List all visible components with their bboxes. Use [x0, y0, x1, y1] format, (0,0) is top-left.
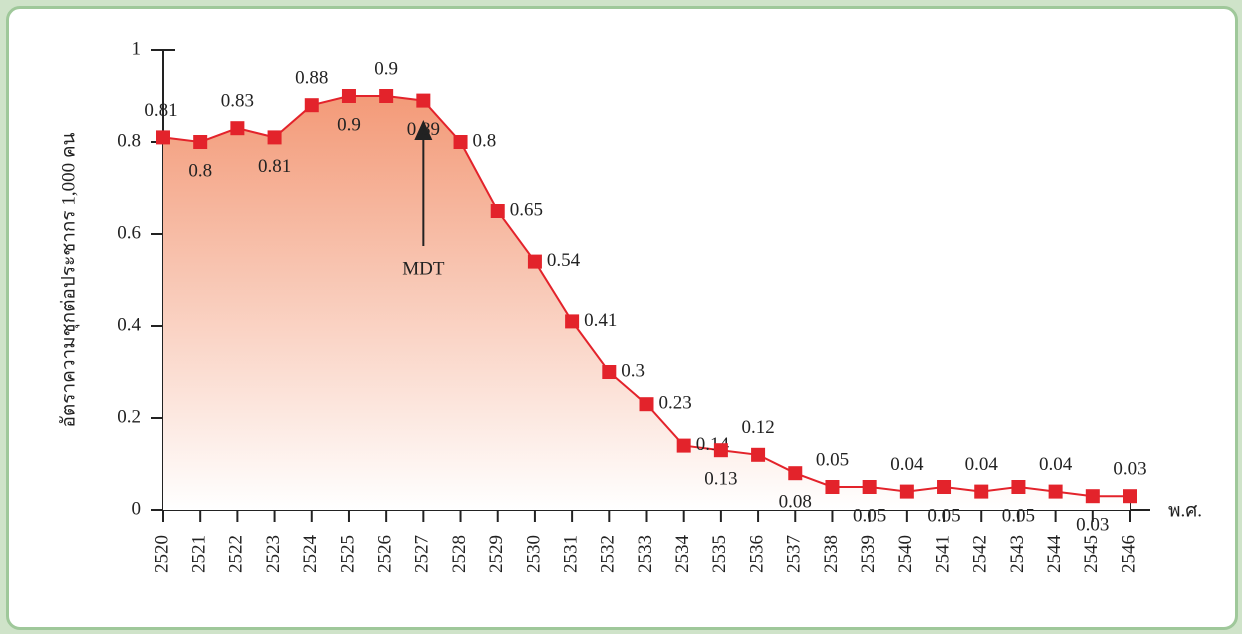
marker — [193, 135, 208, 149]
value-label: 0.12 — [741, 417, 774, 438]
x-tick-label: 2536 — [746, 535, 767, 573]
x-tick-label: 2531 — [560, 535, 581, 573]
marker — [416, 93, 431, 108]
value-label: 0.83 — [221, 91, 254, 112]
area — [163, 96, 1130, 510]
value-label: 0.81 — [144, 100, 177, 121]
x-tick-label: 2525 — [337, 535, 358, 573]
marker — [267, 130, 282, 145]
marker — [639, 397, 654, 412]
marker — [899, 484, 914, 499]
x-tick-label: 2534 — [672, 535, 693, 574]
value-label: 0.9 — [337, 114, 361, 135]
marker — [379, 89, 394, 103]
x-tick-label: 2543 — [1007, 535, 1028, 573]
marker — [676, 438, 691, 453]
x-tick-label: 2542 — [970, 535, 991, 573]
x-tick-label: 2524 — [300, 535, 321, 574]
marker — [713, 443, 728, 458]
marker — [825, 480, 840, 494]
marker — [937, 480, 952, 494]
value-label: 0.03 — [1113, 459, 1146, 480]
x-tick-label: 2523 — [263, 535, 284, 573]
value-label: 0.05 — [853, 505, 886, 526]
marker — [974, 484, 989, 499]
x-tick-label: 2529 — [486, 535, 507, 573]
x-tick-label: 2532 — [598, 535, 619, 573]
x-tick-label: 2526 — [375, 535, 396, 573]
y-tick-label: 0.2 — [117, 406, 141, 427]
y-tick-label: 0.4 — [117, 314, 141, 335]
marker — [304, 98, 319, 113]
value-label: 0.3 — [621, 360, 645, 381]
x-tick-label: 2545 — [1081, 535, 1102, 573]
x-tick-label: 2535 — [709, 535, 730, 573]
y-tick-label: 0 — [132, 498, 142, 519]
marker — [862, 480, 877, 494]
x-tick-label: 2533 — [635, 535, 656, 573]
x-tick-label: 2521 — [189, 535, 210, 573]
marker — [1048, 484, 1063, 499]
x-tick-label: 2527 — [412, 535, 433, 573]
marker — [565, 314, 580, 329]
value-label: 0.81 — [258, 156, 291, 177]
value-label: 0.8 — [473, 130, 497, 151]
annotation: MDT — [402, 258, 445, 279]
x-tick-label: 2520 — [151, 535, 172, 573]
value-label: 0.89 — [407, 119, 440, 140]
marker — [453, 135, 468, 149]
value-label: 0.05 — [1002, 505, 1035, 526]
value-label: 0.04 — [1039, 454, 1073, 475]
value-label: 0.04 — [965, 454, 999, 475]
value-label: 0.04 — [890, 454, 924, 475]
value-label: 0.65 — [510, 199, 543, 220]
value-label: 0.41 — [584, 310, 617, 331]
value-label: 0.23 — [659, 393, 692, 414]
value-label: 0.9 — [374, 58, 398, 79]
value-label: 0.05 — [816, 449, 849, 470]
value-label: 0.88 — [295, 68, 328, 89]
x-tick-label: 2530 — [523, 535, 544, 573]
x-tick-label: 2538 — [821, 535, 842, 573]
value-label: 0.05 — [927, 505, 960, 526]
x-tick-label: 2546 — [1118, 535, 1139, 573]
marker — [1011, 480, 1026, 494]
marker — [1085, 489, 1100, 504]
x-tick-label: 2537 — [784, 535, 805, 573]
y-axis-label: อัตราความชุกต่อประชากร 1,000 คน — [58, 132, 80, 427]
x-axis-label: พ.ศ. — [1168, 500, 1202, 521]
value-label: 0.08 — [779, 492, 812, 513]
marker — [1123, 489, 1137, 504]
annotation-arrowhead — [414, 120, 433, 140]
x-tick-label: 2540 — [895, 535, 916, 573]
x-tick-label: 2541 — [932, 535, 953, 573]
x-tick-label: 2522 — [226, 535, 247, 573]
x-tick-label: 2528 — [449, 535, 470, 573]
marker — [788, 466, 803, 481]
marker — [602, 365, 617, 379]
marker — [230, 121, 245, 136]
marker — [527, 254, 542, 269]
y-tick-label: 0.6 — [117, 222, 141, 243]
value-label: 0.03 — [1076, 515, 1109, 536]
marker — [490, 204, 505, 218]
value-label: 0.8 — [188, 160, 212, 181]
marker — [156, 130, 170, 145]
marker — [751, 447, 766, 462]
value-label: 0.13 — [704, 469, 737, 490]
x-tick-label: 2544 — [1044, 535, 1065, 574]
value-label: 0.54 — [547, 250, 581, 271]
marker — [341, 89, 356, 103]
x-tick-label: 2539 — [858, 535, 879, 573]
y-tick-label: 0.8 — [117, 130, 141, 151]
y-tick-label: 1 — [132, 38, 142, 59]
